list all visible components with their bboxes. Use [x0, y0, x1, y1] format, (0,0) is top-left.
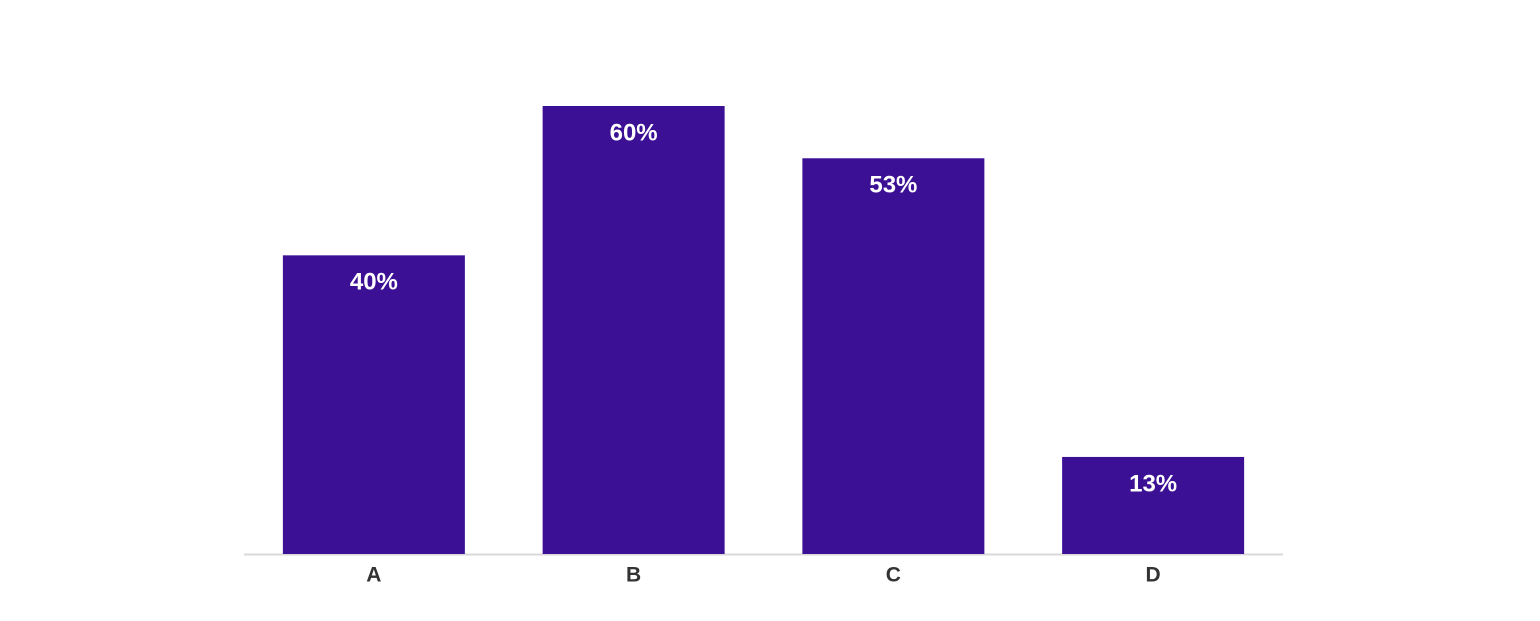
- value-label: 13%: [1129, 470, 1177, 497]
- value-label: 53%: [869, 172, 917, 199]
- value-label: 40%: [350, 269, 398, 296]
- bar: [282, 255, 465, 555]
- x-tick-label: C: [886, 564, 901, 587]
- bar: [1062, 456, 1245, 554]
- x-tick-label: B: [626, 564, 641, 587]
- x-tick-label: A: [366, 564, 381, 587]
- bar: [542, 106, 725, 554]
- bar: [802, 158, 985, 554]
- x-tick-label: D: [1146, 564, 1161, 587]
- value-label: 60%: [610, 119, 658, 146]
